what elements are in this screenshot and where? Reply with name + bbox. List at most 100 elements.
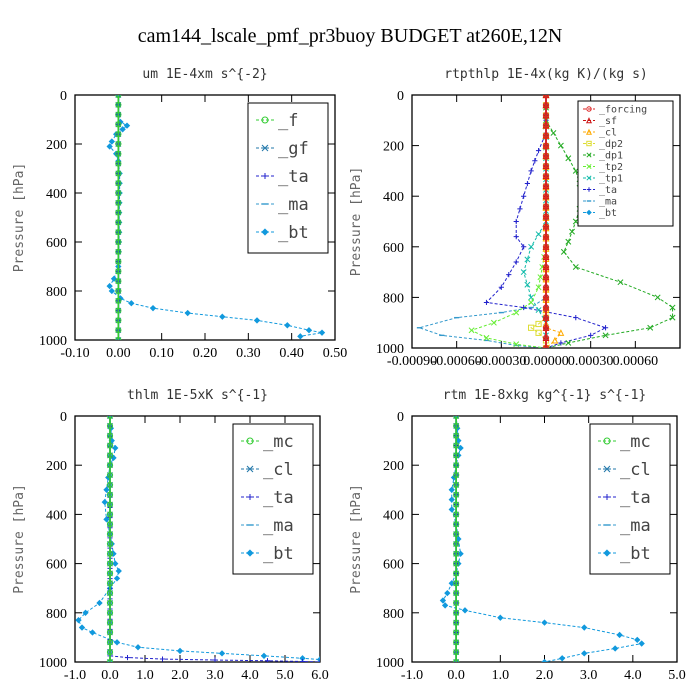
legend-label: _ta bbox=[599, 185, 617, 196]
legend-box bbox=[577, 100, 674, 227]
data-point bbox=[106, 432, 114, 439]
data-point bbox=[115, 121, 122, 128]
data-point bbox=[106, 570, 114, 577]
data-point bbox=[602, 325, 609, 331]
y-tick-label: 400 bbox=[383, 508, 404, 523]
data-point bbox=[524, 256, 531, 263]
data-point bbox=[565, 339, 572, 346]
data-point bbox=[106, 590, 114, 597]
y-tick-label: 600 bbox=[383, 558, 404, 573]
data-point bbox=[497, 614, 504, 621]
chart-panel-4: rtm 1E-8xkg kg^{-1} s^{-1} Pressure [hPa]… bbox=[349, 388, 686, 683]
data-point bbox=[542, 102, 550, 109]
data-point bbox=[176, 647, 184, 655]
data-point bbox=[453, 560, 460, 567]
series-mc bbox=[106, 416, 114, 662]
x-tick-label: -0.00060 bbox=[432, 354, 482, 369]
legend-label: _cl bbox=[263, 460, 294, 480]
data-point bbox=[542, 294, 550, 301]
data-point bbox=[453, 609, 460, 616]
data-point bbox=[115, 248, 122, 255]
data-point bbox=[106, 511, 114, 518]
data-point bbox=[115, 317, 122, 324]
x-tick-label: 2.0 bbox=[536, 668, 554, 683]
data-point bbox=[542, 324, 550, 331]
data-point bbox=[453, 570, 460, 577]
data-point bbox=[106, 649, 114, 656]
plot-area bbox=[439, 416, 645, 662]
data-point bbox=[453, 580, 460, 587]
x-tick-label: 0.00060 bbox=[613, 354, 659, 369]
x-tick-label: 3.0 bbox=[206, 668, 224, 683]
data-point bbox=[448, 486, 455, 493]
data-point bbox=[106, 619, 114, 626]
data-point bbox=[498, 284, 504, 290]
legend-label: _dp1 bbox=[599, 151, 623, 162]
y-tick-label: 800 bbox=[46, 607, 67, 622]
data-point bbox=[260, 652, 268, 660]
data-point bbox=[542, 172, 550, 180]
y-tick-label: 800 bbox=[46, 285, 67, 300]
data-point bbox=[106, 609, 114, 616]
x-tick-label: 0.20 bbox=[193, 346, 218, 361]
data-point bbox=[513, 218, 519, 225]
data-point bbox=[669, 314, 676, 321]
series-line bbox=[77, 416, 320, 661]
data-point bbox=[453, 658, 460, 662]
data-point bbox=[305, 327, 313, 334]
data-point bbox=[542, 233, 550, 240]
data-point bbox=[106, 639, 114, 646]
y-tick-label: 1000 bbox=[39, 656, 67, 671]
data-point bbox=[542, 203, 550, 210]
series-f bbox=[115, 95, 122, 340]
data-point bbox=[513, 341, 520, 348]
data-point bbox=[535, 329, 542, 336]
data-point bbox=[284, 322, 291, 329]
data-point bbox=[106, 580, 114, 587]
plot-area bbox=[75, 416, 320, 662]
y-tick-label: 0 bbox=[397, 89, 404, 104]
legend-marker bbox=[604, 494, 610, 500]
data-point bbox=[513, 309, 520, 316]
data-point bbox=[617, 279, 624, 286]
data-point bbox=[572, 264, 579, 270]
data-point bbox=[573, 315, 579, 321]
data-point bbox=[542, 344, 550, 348]
y-tick-label: 200 bbox=[383, 459, 404, 474]
x-tick-label: 3.0 bbox=[580, 668, 598, 683]
data-point bbox=[106, 462, 114, 469]
data-point bbox=[441, 602, 449, 609]
series-line bbox=[442, 416, 643, 662]
legend-label: _ma bbox=[278, 195, 309, 215]
data-point bbox=[453, 471, 460, 479]
legend: _f _gf _ta _ma _bt bbox=[247, 102, 329, 254]
data-point bbox=[542, 152, 550, 159]
series-mc bbox=[453, 416, 460, 662]
y-tick-label: 1000 bbox=[376, 656, 404, 671]
data-point bbox=[535, 148, 542, 154]
chart-panel-3: thlm 1E-5xK s^{-1} Pressure [hPa] -1.0 0.0 1… bbox=[12, 388, 329, 683]
data-point bbox=[524, 281, 531, 288]
data-point bbox=[115, 189, 122, 197]
legend-marker bbox=[246, 465, 254, 473]
data-point bbox=[106, 491, 114, 498]
data-point bbox=[647, 324, 654, 331]
x-tick-label: -1.0 bbox=[64, 668, 86, 683]
data-point bbox=[106, 282, 113, 290]
data-point bbox=[513, 234, 519, 240]
y-axis-label: Pressure [hPa] bbox=[349, 167, 364, 277]
data-point bbox=[115, 238, 122, 246]
data-point bbox=[112, 560, 119, 567]
y-tick-label: 1000 bbox=[376, 342, 404, 357]
data-point bbox=[542, 213, 550, 220]
data-point bbox=[524, 180, 530, 187]
data-point bbox=[669, 304, 676, 311]
data-point bbox=[602, 332, 609, 339]
data-point bbox=[535, 231, 542, 238]
x-tick-label: 1.0 bbox=[136, 668, 154, 683]
y-axis-label: Pressure [hPa] bbox=[12, 484, 27, 594]
data-point bbox=[316, 656, 320, 662]
data-point bbox=[128, 300, 135, 307]
legend-label: _bt bbox=[620, 544, 651, 564]
data-point bbox=[557, 142, 564, 149]
